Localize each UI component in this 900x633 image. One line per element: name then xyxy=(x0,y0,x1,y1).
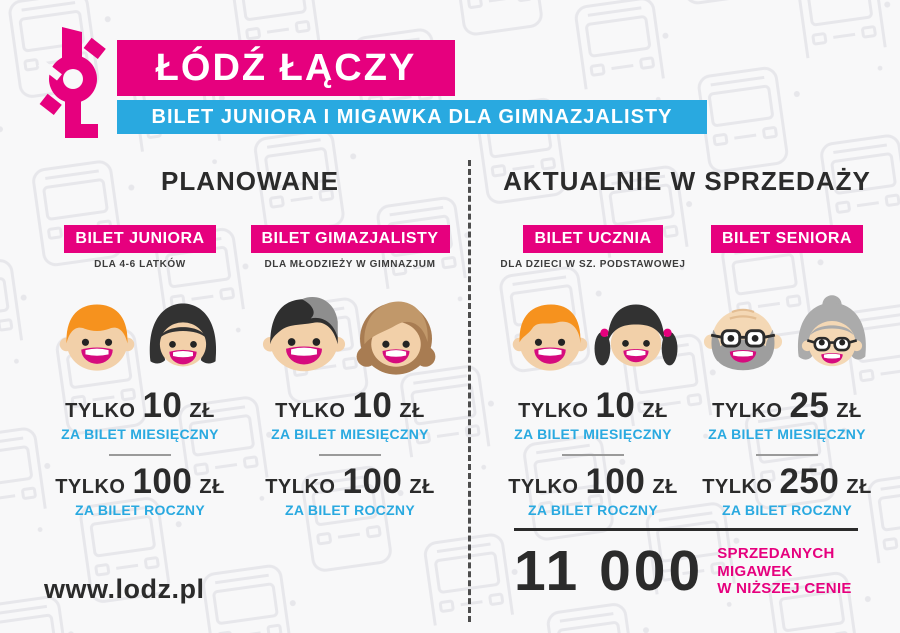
lodz-city-logo-icon xyxy=(38,27,106,138)
ticket-audience: DLA MŁODZIEŻY W GIMNAZJUM xyxy=(264,259,436,270)
ticket-faces xyxy=(40,282,240,378)
ticket-name: BILET SENIORA xyxy=(721,230,853,247)
price-unit: ZŁ xyxy=(836,400,862,422)
price-prefix: TYLKO xyxy=(712,400,783,422)
annual-caption: ZA BILET ROCZNY xyxy=(75,502,205,518)
ticket-faces xyxy=(693,282,881,378)
price-unit: ZŁ xyxy=(642,400,668,422)
price-prefix: TYLKO xyxy=(65,400,136,422)
school-girl-face-icon xyxy=(594,304,678,367)
price-prefix: TYLKO xyxy=(265,476,336,498)
price-amount: 10 xyxy=(352,386,393,425)
ticket-faces xyxy=(240,282,460,378)
price-prefix: TYLKO xyxy=(518,400,589,422)
ticket-bilet-seniora: BILET SENIORA xyxy=(693,225,881,518)
ticket-name-banner: BILET GIMAZJALISTY xyxy=(250,225,450,253)
ticket-name: BILET JUNIORA xyxy=(75,230,205,247)
annual-caption: ZA BILET ROCZNY xyxy=(722,502,852,518)
junior-girl-face-icon xyxy=(149,303,217,367)
junior-boy-face-icon xyxy=(59,304,135,371)
price-divider xyxy=(109,454,171,456)
annual-caption: ZA BILET ROCZNY xyxy=(528,502,658,518)
monthly-price: TYLKO 10 ZŁ xyxy=(240,386,460,425)
price-divider xyxy=(319,454,381,456)
title-banner: ŁÓDŹ ŁĄCZY xyxy=(117,40,455,96)
website-url: www.lodz.pl xyxy=(44,574,205,604)
price-unit: ZŁ xyxy=(199,476,225,498)
ticket-bilet-gimazjalisty: BILET GIMAZJALISTY DLA MŁODZIEŻY W GIMNA… xyxy=(240,225,460,518)
ticket-name-banner: BILET JUNIORA xyxy=(64,225,216,253)
senior-man-face-icon xyxy=(703,308,783,371)
price-unit: ZŁ xyxy=(189,400,215,422)
annual-price: TYLKO 100 ZŁ xyxy=(240,462,460,501)
monthly-price: TYLKO 10 ZŁ xyxy=(493,386,693,425)
price-amount: 250 xyxy=(779,462,840,501)
subtitle-banner: BILET JUNIORA I MIGAWKA DLA GIMNAZJALIST… xyxy=(117,100,707,134)
ticket-name: BILET GIMAZJALISTY xyxy=(261,230,439,247)
section-heading: PLANOWANE xyxy=(161,166,339,196)
school-boy-face-icon xyxy=(512,304,588,371)
stat-line: SPRZEDANYCH xyxy=(717,544,835,562)
price-unit: ZŁ xyxy=(846,476,872,498)
stat-line: MIGAWEK xyxy=(717,562,793,580)
annual-price: TYLKO 250 ZŁ xyxy=(693,462,881,501)
ticket-audience: DLA 4-6 LATKÓW xyxy=(94,259,186,270)
section-heading: AKTUALNIE W SPRZEDAŻY xyxy=(503,166,871,196)
stat-line: W NIŻSZEJ CENIE xyxy=(717,580,852,598)
monthly-caption: ZA BILET MIESIĘCZNY xyxy=(514,426,672,442)
section-planowane: PLANOWANE BILET JUNIORA DLA 4-6 LATKÓW xyxy=(40,166,460,518)
price-amount: 10 xyxy=(142,386,183,425)
ticket-faces xyxy=(493,282,693,378)
ticket-name-banner: BILET SENIORA xyxy=(710,225,864,253)
price-amount: 100 xyxy=(585,462,646,501)
stat-divider xyxy=(514,528,858,531)
price-unit: ZŁ xyxy=(652,476,678,498)
price-amount: 25 xyxy=(789,386,830,425)
price-unit: ZŁ xyxy=(409,476,435,498)
sales-stat-block: 11 000 SPRZEDANYCH MIGAWEK W NIŻSZEJ CEN… xyxy=(514,528,858,600)
center-dashed-divider xyxy=(468,160,471,622)
price-unit: ZŁ xyxy=(399,400,425,422)
annual-caption: ZA BILET ROCZNY xyxy=(285,502,415,518)
ticket-name-banner: BILET UCZNIA xyxy=(523,225,663,253)
ticket-audience: DLA DZIECI W SZ. PODSTAWOWEJ xyxy=(500,259,686,270)
ticket-bilet-ucznia: BILET UCZNIA DLA DZIECI W SZ. PODSTAWOWE… xyxy=(493,225,693,518)
price-divider xyxy=(756,454,818,456)
monthly-caption: ZA BILET MIESIĘCZNY xyxy=(61,426,219,442)
section-aktualnie-w-sprzedazy: AKTUALNIE W SPRZEDAŻY BILET UCZNIA DLA D… xyxy=(493,166,881,518)
ticket-name: BILET UCZNIA xyxy=(534,230,652,247)
gimnazjum-girl-face-icon xyxy=(356,301,436,375)
price-divider xyxy=(562,454,624,456)
page-subtitle: BILET JUNIORA I MIGAWKA DLA GIMNAZJALIST… xyxy=(151,105,673,128)
price-amount: 10 xyxy=(595,386,636,425)
ticket-bilet-juniora: BILET JUNIORA DLA 4-6 LATKÓW xyxy=(40,225,240,518)
monthly-caption: ZA BILET MIESIĘCZNY xyxy=(271,426,429,442)
price-prefix: TYLKO xyxy=(702,476,773,498)
price-amount: 100 xyxy=(132,462,193,501)
annual-price: TYLKO 100 ZŁ xyxy=(493,462,693,501)
annual-price: TYLKO 100 ZŁ xyxy=(40,462,240,501)
monthly-price: TYLKO 10 ZŁ xyxy=(40,386,240,425)
senior-woman-face-icon xyxy=(798,295,866,367)
price-prefix: TYLKO xyxy=(275,400,346,422)
price-amount: 100 xyxy=(342,462,403,501)
monthly-price: TYLKO 25 ZŁ xyxy=(693,386,881,425)
page-title: ŁÓDŹ ŁĄCZY xyxy=(155,46,417,89)
stat-number: 11 000 xyxy=(514,539,704,603)
stat-description: SPRZEDANYCH MIGAWEK W NIŻSZEJ CENIE xyxy=(717,545,852,598)
gimnazjum-boy-face-icon xyxy=(262,297,346,372)
price-prefix: TYLKO xyxy=(508,476,579,498)
price-prefix: TYLKO xyxy=(55,476,126,498)
monthly-caption: ZA BILET MIESIĘCZNY xyxy=(708,426,866,442)
ticket-audience xyxy=(693,259,881,272)
